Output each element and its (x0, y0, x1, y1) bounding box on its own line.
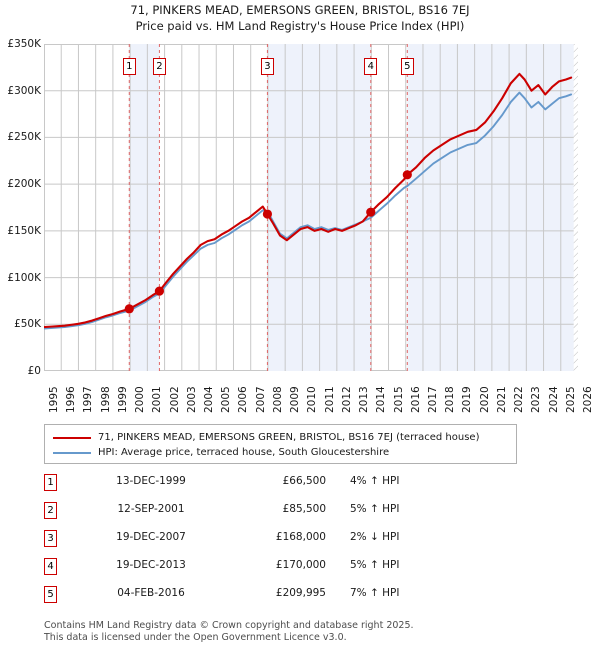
legend-swatch-price-paid (53, 436, 91, 439)
transaction-hpi-delta: 4% ↑ HPI (350, 475, 400, 487)
page-title: 71, PINKERS MEAD, EMERSONS GREEN, BRISTO… (0, 2, 600, 34)
y-axis-tick: £150K (7, 224, 41, 237)
transaction-date: 19-DEC-2013 (116, 559, 186, 571)
x-axis-tick: 1998 (99, 386, 112, 413)
title-line-subtitle: Price paid vs. HM Land Registry's House … (135, 19, 465, 33)
transaction-date: 19-DEC-2007 (116, 531, 186, 543)
table-row[interactable]: 2 12-SEP-2001 £85,500 5% ↑ HPI (44, 500, 524, 528)
x-axis-tick: 1999 (116, 386, 129, 413)
x-axis-tick: 2022 (513, 386, 526, 413)
x-axis-tick: 1995 (48, 386, 60, 413)
y-axis-tick: £0 (27, 365, 41, 377)
x-axis-tick: 1997 (82, 386, 95, 413)
transaction-badge: 4 (44, 558, 57, 575)
marker-box-4[interactable]: 4 (364, 58, 378, 75)
table-row[interactable]: 1 13-DEC-1999 £66,500 4% ↑ HPI (44, 472, 524, 500)
x-axis-tick: 2008 (271, 386, 284, 413)
x-axis-tick: 2003 (185, 386, 198, 413)
x-axis-tick: 2025 (564, 386, 577, 413)
marker-box-2[interactable]: 2 (152, 58, 166, 75)
x-axis-tick: 2007 (254, 386, 267, 413)
legend-item-hpi: HPI: Average price, terraced house, Sout… (51, 445, 510, 460)
marker-box-5[interactable]: 5 (400, 58, 414, 75)
x-axis-tick: 2026 (582, 386, 594, 413)
x-axis-tick: 2021 (495, 386, 508, 413)
x-axis-tick: 2001 (151, 386, 164, 413)
marker-box-3[interactable]: 3 (260, 58, 274, 75)
x-axis-tick: 2013 (358, 386, 371, 413)
transaction-date: 13-DEC-1999 (116, 475, 186, 487)
transaction-badge: 1 (44, 474, 57, 491)
transaction-hpi-delta: 7% ↑ HPI (350, 587, 400, 599)
shaded-band (129, 44, 160, 371)
transaction-badge: 2 (44, 502, 57, 519)
footer-attribution: Contains HM Land Registry data © Crown c… (44, 620, 564, 643)
x-axis-tick: 2020 (478, 386, 491, 413)
transaction-date: 12-SEP-2001 (117, 503, 185, 515)
transaction-marker-dot (262, 209, 273, 219)
transaction-badge: 3 (44, 530, 57, 547)
x-axis-tick: 2012 (340, 386, 353, 413)
x-axis-tick: 2000 (134, 386, 147, 413)
y-axis-tick: £300K (7, 84, 41, 97)
x-axis-tick: 2011 (323, 386, 336, 413)
x-axis-tick: 2002 (168, 386, 181, 413)
future-hatch-region (573, 44, 578, 371)
transaction-marker-dot (124, 304, 134, 314)
shaded-band (407, 44, 578, 371)
marker-box-1[interactable]: 1 (122, 58, 136, 75)
x-axis-tick: 2018 (444, 386, 457, 413)
footer-line-2: This data is licensed under the Open Gov… (44, 631, 347, 643)
y-axis-tick: £250K (7, 131, 41, 144)
y-axis-tick: £200K (7, 178, 41, 191)
x-axis-tick: 2019 (461, 386, 474, 413)
x-axis-tick: 2006 (237, 386, 250, 413)
x-axis-tick: 2016 (409, 386, 422, 413)
x-axis-tick: 2017 (426, 386, 439, 413)
x-axis-tick: 2015 (392, 386, 405, 413)
x-axis-tick: 2005 (220, 386, 233, 413)
transaction-marker-dot (366, 207, 376, 217)
transactions-table: 1 13-DEC-1999 £66,500 4% ↑ HPI 2 12-SEP-2001 £… (44, 472, 524, 612)
transaction-hpi-delta: 5% ↑ HPI (350, 559, 400, 571)
chart-legend: 71, PINKERS MEAD, EMERSONS GREEN, BRISTO… (44, 424, 517, 464)
legend-label-price-paid: 71, PINKERS MEAD, EMERSONS GREEN, BRISTO… (98, 432, 480, 443)
x-axis-tick: 1996 (65, 386, 78, 413)
transaction-hpi-delta: 5% ↑ HPI (350, 503, 400, 515)
transaction-price: £168,000 (275, 531, 326, 543)
transaction-date: 04-FEB-2016 (117, 587, 185, 599)
shaded-band (267, 44, 371, 371)
transaction-price: £66,500 (282, 475, 326, 487)
y-axis-tick: £100K (7, 271, 41, 284)
y-axis-tick: £350K (7, 38, 41, 50)
table-row[interactable]: 4 19-DEC-2013 £170,000 5% ↑ HPI (44, 556, 524, 584)
x-axis-tick: 2004 (203, 386, 216, 413)
chart-svg (44, 44, 578, 371)
transaction-hpi-delta: 2% ↓ HPI (350, 531, 400, 543)
transaction-marker-dot (154, 286, 165, 296)
transaction-badge: 5 (44, 586, 57, 603)
x-axis-tick: 2024 (547, 386, 560, 413)
table-row[interactable]: 5 04-FEB-2016 £209,995 7% ↑ HPI (44, 584, 524, 612)
x-axis-tick: 2010 (306, 386, 319, 413)
transaction-price: £170,000 (275, 559, 326, 571)
table-row[interactable]: 3 19-DEC-2007 £168,000 2% ↓ HPI (44, 528, 524, 556)
title-line-address: 71, PINKERS MEAD, EMERSONS GREEN, BRISTO… (130, 3, 470, 17)
footer-line-1: Contains HM Land Registry data © Crown c… (44, 620, 414, 631)
x-axis-tick: 2014 (375, 386, 388, 413)
legend-label-hpi: HPI: Average price, terraced house, Sout… (98, 447, 390, 458)
legend-item-price-paid: 71, PINKERS MEAD, EMERSONS GREEN, BRISTO… (51, 430, 510, 445)
legend-swatch-hpi (53, 451, 91, 454)
y-axis-tick: £50K (14, 318, 41, 331)
x-axis-tick: 2009 (289, 386, 302, 413)
transaction-marker-dot (402, 170, 412, 180)
transaction-price: £209,995 (275, 587, 326, 599)
y-axis-tick-labels: £0 £50K £100K £150K £200K £250K £300K £350K (0, 0, 44, 650)
x-axis-tick: 2023 (530, 386, 543, 413)
transaction-price: £85,500 (282, 503, 326, 515)
